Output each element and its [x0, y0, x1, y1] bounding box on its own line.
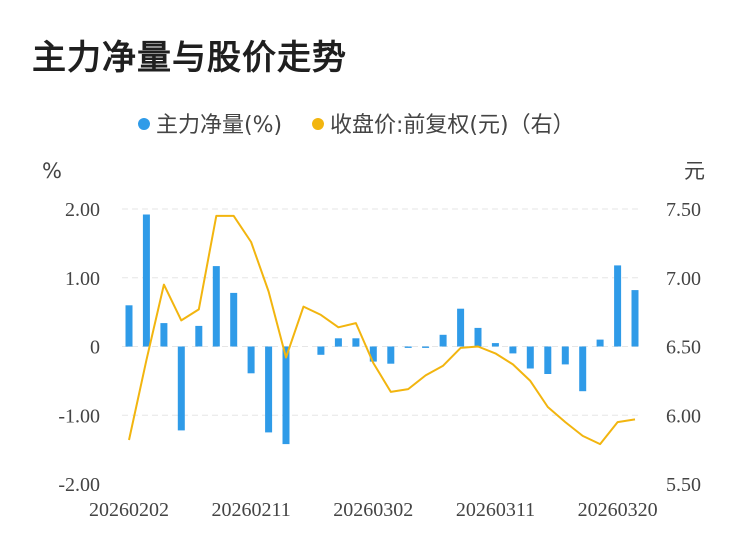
legend[interactable]: 主力净量(%) 收盘价:前复权(元)（右）: [138, 113, 575, 138]
bar-mark[interactable]: [422, 346, 430, 348]
bar-mark[interactable]: [614, 265, 622, 347]
left-tick-label: -2.00: [58, 474, 100, 496]
bar-mark[interactable]: [195, 325, 203, 347]
right-axis: 7.50 7.00 6.50 6.00 5.50: [666, 199, 701, 496]
left-tick-label: 0: [90, 337, 100, 359]
bar-mark[interactable]: [142, 214, 150, 347]
legend-line-marker: [312, 118, 324, 130]
bar-mark[interactable]: [544, 346, 552, 375]
bar-mark[interactable]: [491, 343, 499, 347]
bar-mark[interactable]: [247, 346, 255, 374]
bar-mark[interactable]: [387, 346, 395, 364]
bar-mark[interactable]: [212, 266, 220, 347]
bar-mark[interactable]: [160, 323, 168, 347]
legend-bar-marker: [138, 118, 150, 130]
right-tick-label: 7.50: [666, 199, 701, 221]
right-tick-label: 7.00: [666, 268, 701, 290]
bar-mark[interactable]: [526, 346, 534, 369]
right-axis-unit: 元: [684, 159, 705, 183]
bar-mark[interactable]: [282, 346, 290, 445]
left-axis: 2.00 1.00 0 -1.00 -2.00: [58, 199, 100, 496]
price-line[interactable]: [128, 214, 636, 446]
bar-mark[interactable]: [457, 308, 465, 347]
x-tick-label: 20260211: [212, 499, 291, 521]
legend-line-label: 收盘价:前复权(元)（右）: [330, 113, 575, 138]
bar-mark[interactable]: [125, 305, 133, 347]
bar-mark[interactable]: [596, 339, 604, 347]
bar-mark[interactable]: [369, 346, 377, 362]
bar-mark[interactable]: [177, 346, 185, 431]
legend-bar-label: 主力净量(%): [156, 113, 282, 138]
bar-mark[interactable]: [317, 346, 325, 355]
right-tick-label: 5.50: [666, 474, 701, 496]
bar-mark[interactable]: [404, 346, 412, 348]
chart-title: 主力净量与股价走势: [32, 38, 347, 78]
left-axis-unit: %: [42, 159, 62, 183]
bar-series: [125, 214, 639, 445]
left-tick-label: 1.00: [65, 268, 100, 290]
bar-mark[interactable]: [439, 334, 447, 347]
x-tick-label: 20260302: [333, 499, 413, 521]
right-tick-label: 6.00: [666, 405, 701, 427]
left-tick-label: -1.00: [58, 405, 100, 427]
bar-mark[interactable]: [352, 338, 360, 347]
bar-mark[interactable]: [509, 346, 517, 354]
x-tick-label: 20260311: [456, 499, 535, 521]
bar-mark[interactable]: [561, 346, 569, 365]
bar-mark[interactable]: [265, 346, 273, 433]
bar-mark[interactable]: [230, 292, 238, 347]
left-tick-label: 2.00: [65, 199, 100, 221]
line-series: [128, 214, 636, 446]
bar-mark[interactable]: [474, 327, 482, 347]
grid-lines: [122, 208, 642, 416]
right-tick-label: 6.50: [666, 337, 701, 359]
x-tick-label: 20260320: [578, 499, 658, 521]
x-axis: 20260202 20260211 20260302 20260311 20260320: [89, 499, 658, 521]
bar-mark[interactable]: [631, 290, 639, 347]
bar-mark[interactable]: [579, 346, 587, 392]
x-tick-label: 20260202: [89, 499, 169, 521]
bar-mark[interactable]: [334, 338, 342, 347]
